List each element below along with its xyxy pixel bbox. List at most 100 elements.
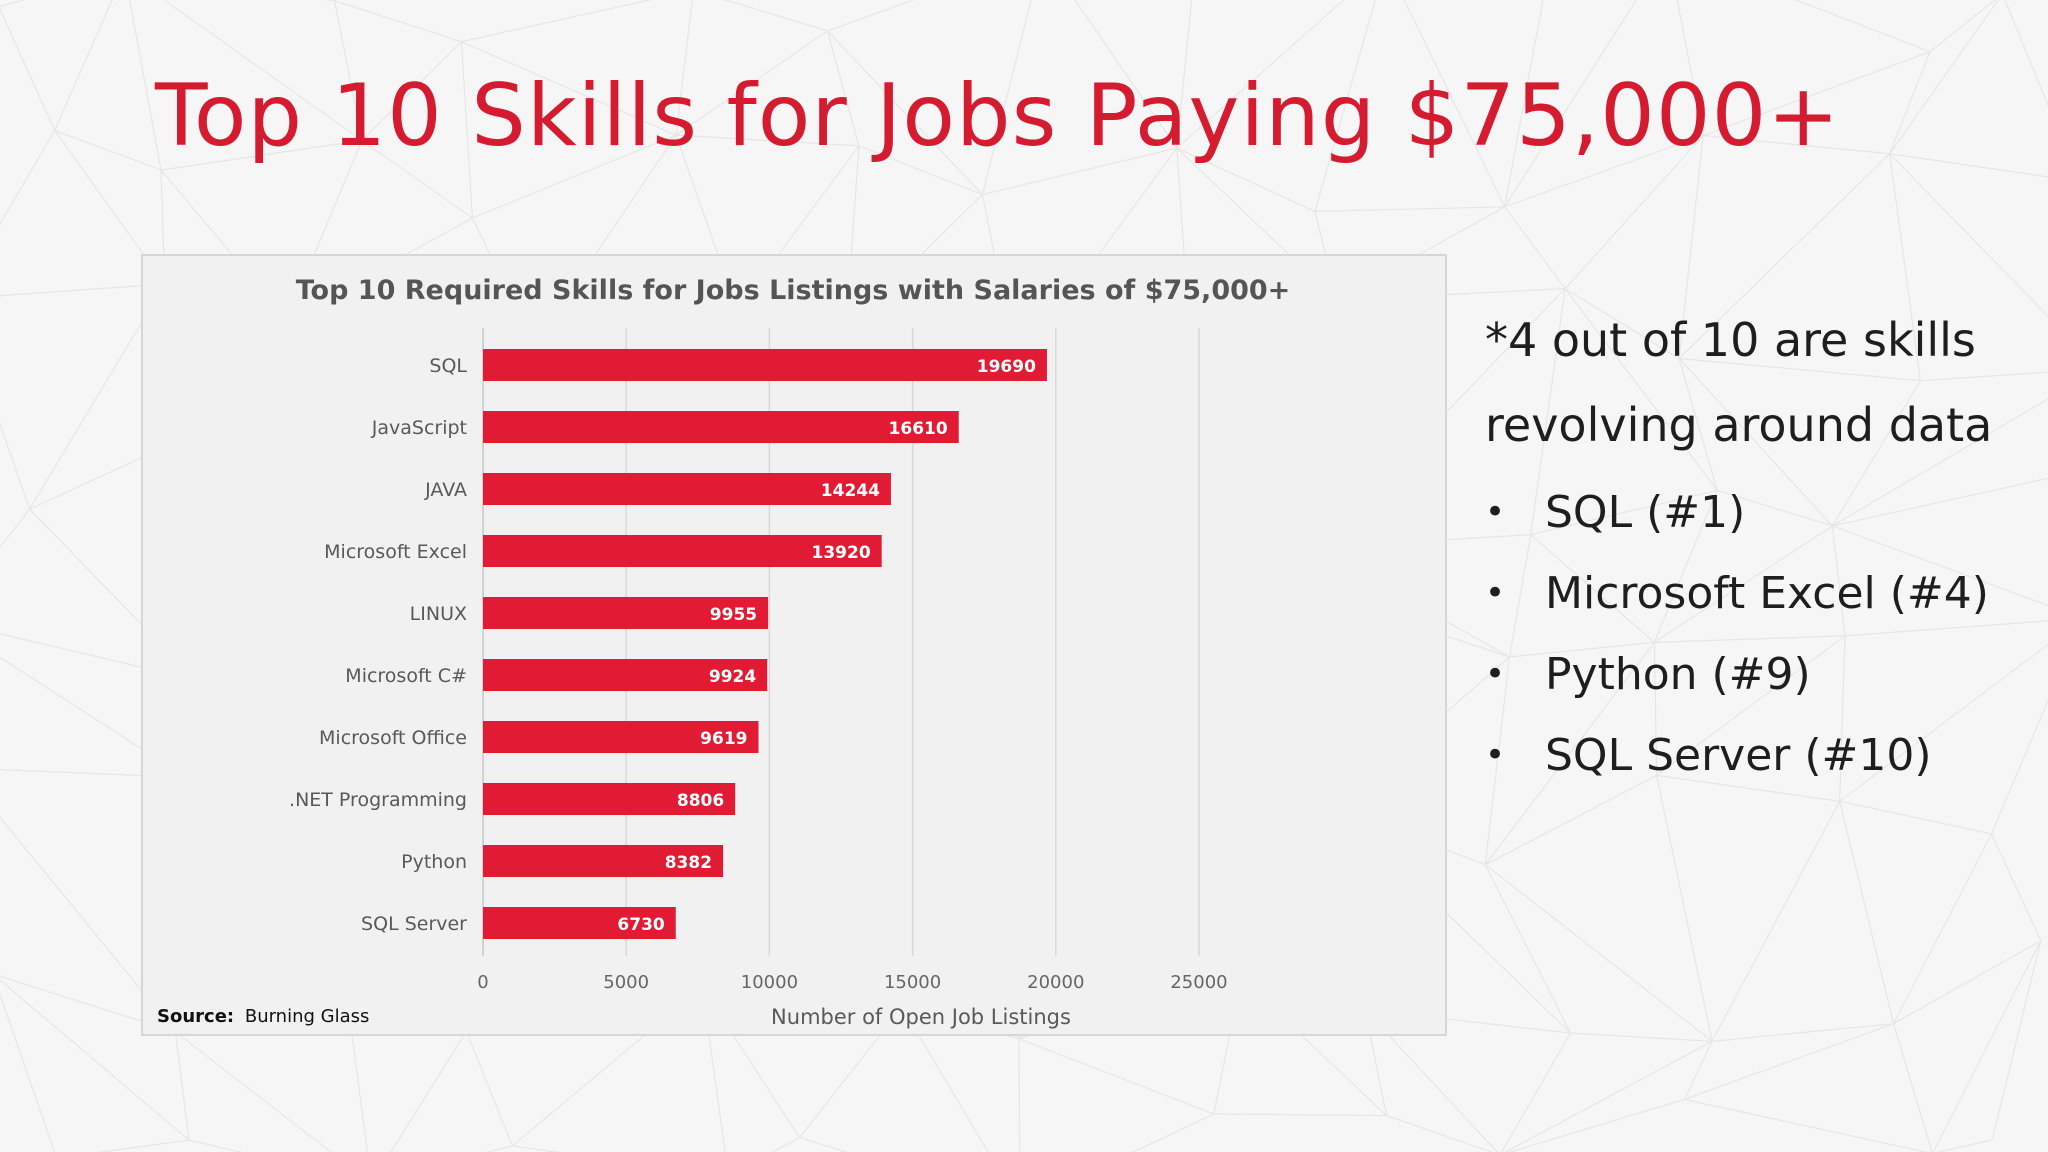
background-line (1504, 0, 1638, 208)
notes-list-item-text: SQL Server (#10) (1545, 730, 1932, 781)
background-line (1314, 0, 1376, 212)
background-line (1656, 775, 1713, 1042)
background-line (1504, 206, 1566, 289)
background-line (0, 422, 31, 510)
background-line (982, 147, 1178, 196)
category-label: LINUX (410, 603, 467, 625)
background-line (1679, 357, 1921, 382)
bar (483, 659, 768, 691)
background-line (1839, 800, 1992, 835)
x-tick-label: 25000 (1170, 972, 1227, 993)
background-line (1711, 801, 1841, 1042)
background-line (1018, 1038, 1021, 1152)
background-line (0, 283, 165, 297)
category-label: Python (401, 851, 467, 873)
slide-title: Top 10 Skills for Jobs Paying $75,000+ (155, 66, 1841, 166)
bar-value-label: 8806 (677, 791, 724, 811)
background-line (1889, 51, 1931, 154)
bar (483, 845, 724, 877)
category-label: .NET Programming (289, 789, 467, 811)
background-line (1684, 1023, 1894, 1100)
notes-list-item-text: SQL (#1) (1545, 487, 1746, 538)
background-line (1703, 134, 1890, 155)
bar-value-label: 16610 (889, 419, 948, 439)
background-line (1932, 940, 2042, 1152)
background-line (1484, 864, 1713, 1042)
background-line (163, 0, 363, 141)
bar-value-label: 8382 (665, 853, 712, 873)
bar (483, 783, 736, 815)
background-line (472, 134, 677, 219)
background-line (1509, 641, 1655, 658)
bar-value-label: 9619 (700, 729, 747, 749)
background-line (827, 0, 916, 32)
background-line (1656, 774, 1840, 802)
background-line (1314, 206, 1505, 213)
background-line (771, 1137, 800, 1152)
background-line (1991, 940, 2042, 1140)
x-axis-title: Number of Open Job Listings (771, 1005, 1071, 1029)
bar (483, 535, 882, 567)
background-line (0, 7, 56, 131)
background-line (1844, 620, 2048, 637)
background-line (723, 0, 828, 32)
notes-list-item: • SQL Server (#10) (1485, 715, 2025, 796)
background-line (1530, 534, 1655, 643)
background-line (1678, 153, 1891, 359)
notes-list-item-text: Python (#9) (1545, 649, 1811, 700)
category-label: SQL Server (361, 913, 467, 935)
source-text: Burning Glass (245, 1006, 370, 1027)
category-label: JAVA (424, 479, 467, 501)
background-line (676, 134, 860, 147)
background-line (1839, 801, 1895, 1024)
background-line (1504, 0, 1544, 207)
background-line (1678, 358, 1833, 527)
x-tick-label: 0 (477, 972, 488, 993)
bullet-icon: • (1485, 735, 1506, 775)
bar-value-label: 9924 (709, 667, 756, 687)
background-line (1653, 490, 1718, 643)
background-line (799, 1137, 849, 1152)
background-line (1564, 135, 1704, 290)
background-line (1990, 699, 2048, 835)
bar-value-label: 14244 (821, 481, 880, 501)
background-line (1832, 477, 2048, 527)
notes-list: • SQL (#1) • Microsoft Excel (#4) • Python (#… (1485, 472, 2025, 796)
background-line (54, 129, 162, 171)
bar-value-label: 19690 (977, 357, 1036, 377)
background-line (1501, 1032, 1571, 1152)
x-tick-labels: 0 5000 10000 15000 20000 25000 (477, 972, 1227, 993)
category-labels: SQL JavaScript JAVA Microsoft Excel LINUX Mic… (289, 355, 467, 935)
x-tick-label: 15000 (884, 972, 941, 993)
notes-list-item: • Python (#9) (1485, 634, 2025, 715)
notes-list-item: • Microsoft Excel (#4) (1485, 553, 2025, 634)
notes-list-item-text: Microsoft Excel (#4) (1545, 568, 1989, 619)
background-line (1386, 1114, 1494, 1152)
background-line (334, 0, 462, 43)
background-line (0, 508, 31, 549)
background-line (390, 1030, 467, 1152)
bar (483, 597, 769, 629)
background-line (1656, 635, 1846, 776)
background-line (1929, 0, 1996, 53)
side-notes: *4 out of 10 are skills revolving around… (1485, 298, 2025, 796)
background-line (1990, 833, 2042, 941)
notes-list-item: • SQL (#1) (1485, 472, 2025, 553)
bar-value-label: 9955 (710, 605, 757, 625)
bar (483, 349, 1047, 381)
background-line (0, 816, 176, 1033)
bar (483, 907, 676, 939)
background-line (465, 1031, 513, 1147)
background-line (1832, 398, 2048, 527)
background-line (1832, 525, 2048, 607)
background-line (1176, 0, 1193, 149)
source-note: Source: Burning Glass (157, 1006, 369, 1027)
background-line (1508, 1098, 1685, 1152)
background-line (1678, 135, 1704, 359)
background-line (1889, 153, 2048, 178)
background-line (826, 30, 860, 147)
background-line (1889, 153, 2048, 318)
background-line (96, 1139, 190, 1152)
bullet-icon: • (1485, 654, 1506, 694)
background-line (174, 1032, 190, 1141)
